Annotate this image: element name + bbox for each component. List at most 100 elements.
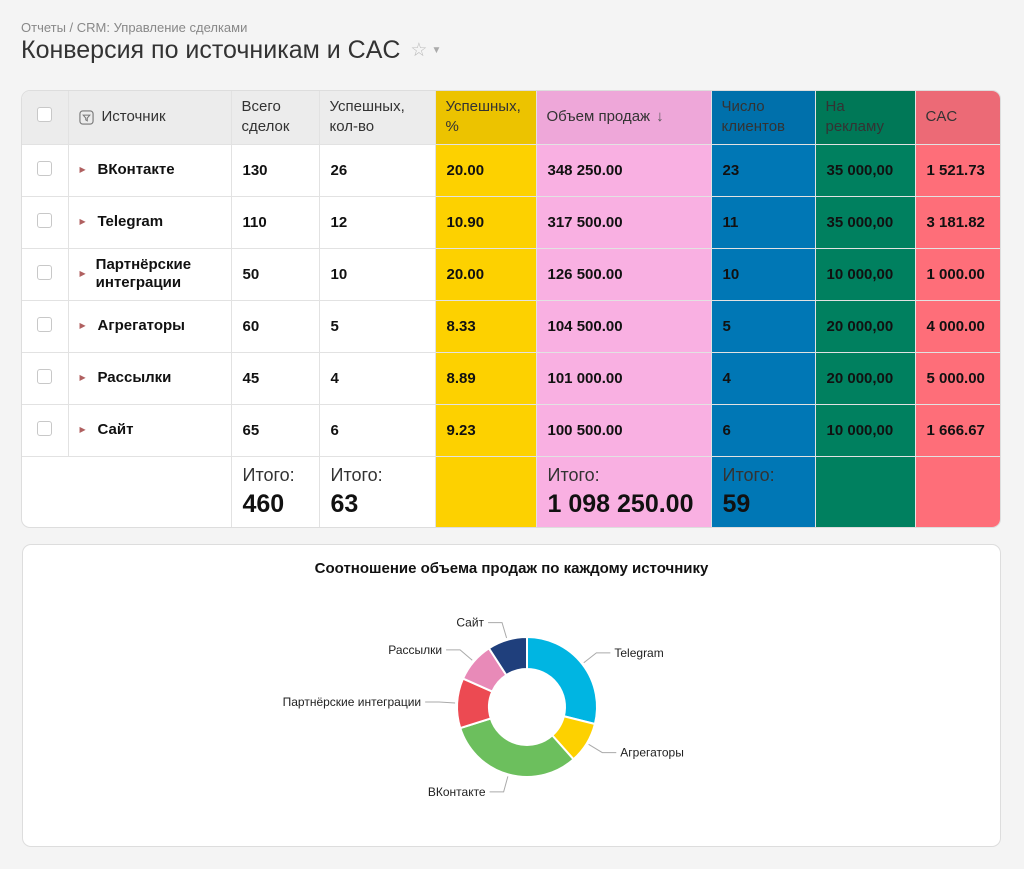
slice-label: Партнёрские интеграции — [283, 695, 422, 709]
triangle-right-icon[interactable]: ▶ — [79, 373, 86, 382]
totals-empty-cell — [22, 456, 232, 527]
table-row[interactable]: ▶ Telegram 110 12 10.90 317 500.00 11 35 000,00… — [22, 196, 1000, 249]
donut-chart: Telegram Агрегаторы ВКонтакте Партнёрские и… — [283, 616, 684, 799]
table-row[interactable]: ▶ Партнёрские интеграции 50 10 20.00 126 500.… — [22, 248, 1000, 301]
cell-cac: 5 000.00 — [915, 352, 1000, 405]
table-row[interactable]: ▶ Сайт 65 6 9.23 100 500.00 6 10 000,00 1 666.67 — [22, 404, 1000, 457]
triangle-right-icon[interactable]: ▶ — [79, 321, 86, 330]
cell-sales-volume: 104 500.00 — [536, 300, 712, 353]
row-select-cell — [22, 248, 69, 301]
cell-source[interactable]: ▶ Telegram — [68, 196, 232, 249]
cell-success-count: 26 — [319, 144, 436, 197]
select-all-cell — [22, 91, 69, 145]
cell-source[interactable]: ▶ Партнёрские интеграции — [68, 248, 232, 301]
triangle-right-icon[interactable]: ▶ — [79, 165, 86, 174]
row-checkbox[interactable] — [37, 160, 53, 176]
column-header-cac[interactable]: CAC — [915, 91, 1000, 145]
cell-success-count: 5 — [319, 300, 436, 353]
chevron-down-icon[interactable]: ▼ — [431, 45, 442, 56]
cell-source[interactable]: ▶ ВКонтакте — [68, 144, 232, 197]
cell-success-pct: 9.23 — [435, 404, 537, 457]
triangle-right-icon[interactable]: ▶ — [79, 425, 86, 434]
donut-slice[interactable] — [526, 635, 598, 726]
slice-label: Агрегаторы — [620, 746, 684, 760]
cell-clients: 6 — [711, 404, 816, 457]
table-row[interactable]: ▶ Рассылки 45 4 8.89 101 000.00 4 20 000,00 5 00… — [22, 352, 1000, 405]
table-header-row: Источник Всего сделок Успешных, кол-во У… — [22, 91, 1000, 145]
slice-label: Сайт — [456, 616, 484, 630]
triangle-right-icon[interactable]: ▶ — [79, 217, 86, 226]
row-select-cell — [22, 196, 69, 249]
arrow-down-icon[interactable]: ↓ — [656, 108, 664, 126]
total-deals-cell: Итого: 460 — [231, 456, 320, 527]
cell-success-pct: 20.00 — [435, 144, 537, 197]
cell-total-deals: 110 — [231, 196, 320, 249]
slice-leader-line — [446, 649, 473, 661]
total-sales-value: 1 098 250.00 — [547, 489, 694, 518]
cell-sales-volume: 101 000.00 — [536, 352, 712, 405]
row-checkbox[interactable] — [37, 264, 53, 280]
source-name: Сайт — [97, 421, 134, 438]
row-select-cell — [22, 404, 69, 457]
cell-success-count: 4 — [319, 352, 436, 405]
cell-cac: 1 666.67 — [915, 404, 1000, 457]
cell-ad-spend: 35 000,00 — [815, 196, 916, 249]
cell-total-deals: 65 — [231, 404, 320, 457]
total-label: Итого: — [722, 464, 775, 485]
row-select-cell — [22, 352, 69, 405]
column-header-success-pct[interactable]: Успешных, % — [435, 91, 537, 145]
cell-source[interactable]: ▶ Сайт — [68, 404, 232, 457]
row-checkbox[interactable] — [37, 316, 53, 332]
cell-cac: 4 000.00 — [915, 300, 1000, 353]
star-outline-icon[interactable]: ☆ — [410, 40, 428, 61]
cell-success-pct: 20.00 — [435, 248, 537, 301]
cell-clients: 23 — [711, 144, 816, 197]
column-header-sales-volume[interactable]: Объем продаж ↓ — [536, 91, 712, 145]
column-header-sales-volume-label: Объем продаж — [546, 108, 651, 126]
total-label: Итого: — [547, 464, 600, 485]
chart-card: Соотношение объема продаж по каждому ист… — [22, 544, 1001, 847]
column-header-source[interactable]: Источник — [68, 91, 232, 145]
cell-cac: 1 000.00 — [915, 248, 1000, 301]
column-header-total-deals[interactable]: Всего сделок — [231, 91, 320, 145]
cell-clients: 5 — [711, 300, 816, 353]
chart-title: Соотношение объема продаж по каждому ист… — [314, 560, 709, 577]
cell-total-deals: 50 — [231, 248, 320, 301]
column-header-clients[interactable]: Число клиентов — [711, 91, 816, 145]
donut-slice[interactable] — [458, 717, 575, 778]
total-cac-cell — [915, 456, 1000, 527]
row-checkbox[interactable] — [37, 212, 53, 228]
slice-label: Рассылки — [388, 643, 442, 657]
cell-success-count: 6 — [319, 404, 436, 457]
cell-source[interactable]: ▶ Рассылки — [68, 352, 232, 405]
cell-sales-volume: 126 500.00 — [536, 248, 712, 301]
table-row[interactable]: ▶ Агрегаторы 60 5 8.33 104 500.00 5 20 000,00 4 … — [22, 300, 1000, 353]
column-header-success-count[interactable]: Успешных, кол-во — [319, 91, 436, 145]
source-name: ВКонтакте — [97, 161, 175, 178]
total-label: Итого: — [242, 464, 295, 485]
total-sales-cell: Итого: 1 098 250.00 — [536, 456, 712, 527]
select-all-checkbox[interactable] — [37, 106, 53, 122]
table-body: ▶ ВКонтакте 130 26 20.00 348 250.00 23 35 000,0… — [22, 144, 1000, 457]
row-checkbox[interactable] — [37, 420, 53, 436]
cell-success-pct: 8.33 — [435, 300, 537, 353]
row-checkbox[interactable] — [37, 368, 53, 384]
slice-label: Telegram — [614, 646, 663, 660]
cell-source[interactable]: ▶ Агрегаторы — [68, 300, 232, 353]
cell-success-pct: 8.89 — [435, 352, 537, 405]
source-name: Telegram — [97, 213, 164, 230]
triangle-right-icon[interactable]: ▶ — [79, 269, 86, 278]
cell-cac: 1 521.73 — [915, 144, 1000, 197]
filter-icon[interactable] — [78, 110, 94, 125]
source-name: Рассылки — [97, 369, 172, 386]
donut-slice[interactable] — [487, 635, 528, 677]
column-header-source-label: Источник — [101, 108, 166, 126]
breadcrumb[interactable]: Отчеты / CRM: Управление сделками — [21, 20, 248, 35]
cell-cac: 3 181.82 — [915, 196, 1000, 249]
cell-ad-spend: 35 000,00 — [815, 144, 916, 197]
cell-total-deals: 130 — [231, 144, 320, 197]
table-row[interactable]: ▶ ВКонтакте 130 26 20.00 348 250.00 23 35 000,0… — [22, 144, 1000, 197]
cell-success-count: 10 — [319, 248, 436, 301]
column-header-ad-spend[interactable]: На рекламу — [815, 91, 916, 145]
cell-success-pct: 10.90 — [435, 196, 537, 249]
